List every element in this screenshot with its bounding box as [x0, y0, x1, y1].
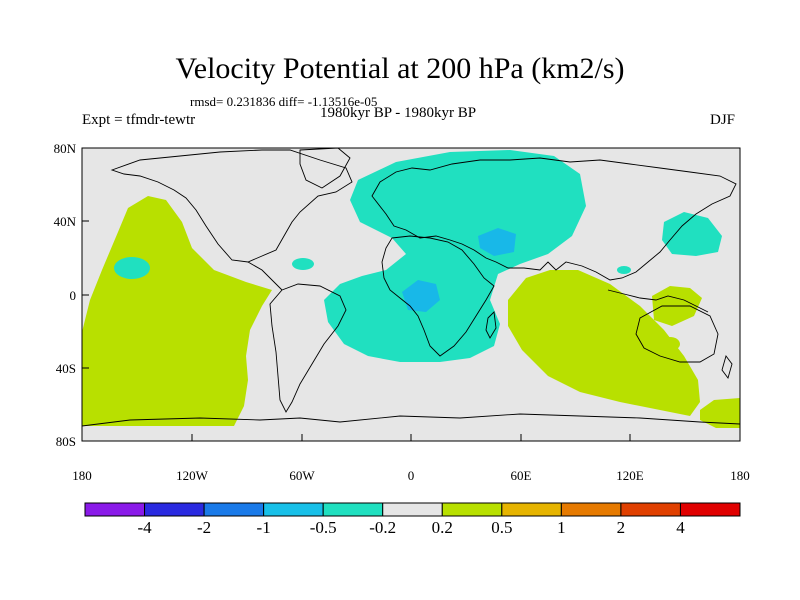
new-zealand-coast: [721, 355, 733, 379]
negative-regions: [114, 150, 722, 362]
x-tick-label: 180: [730, 468, 750, 483]
colorbar-swatch: [84, 502, 146, 517]
colorbar-swatch: [441, 502, 503, 517]
rmsd-diff-stats: rmsd= 0.231836 diff= -1.13516e-05: [190, 94, 378, 109]
europe-asia-coast: [371, 157, 737, 281]
y-tick-label: 80N: [53, 141, 76, 156]
colorbar-swatch: [620, 502, 681, 517]
madagascar-coast: [485, 311, 497, 339]
greenland-coast: [299, 147, 351, 189]
season-label: DJF: [710, 112, 736, 128]
colorbar-label: -0.2: [369, 518, 397, 537]
colorbar-swatch: [382, 502, 443, 517]
experiment-label: Expt = tfmdr-tewtr: [82, 112, 196, 128]
y-tick-label: 40S: [55, 361, 76, 376]
caribbean-negative: [292, 258, 314, 270]
east-pacific-edge-positive: [700, 398, 740, 428]
southeast-asia-coast: [607, 289, 709, 313]
period-label: 1980kyr BP - 1980kyr BP: [320, 105, 477, 121]
colorbar-label: 4: [676, 518, 685, 537]
philippine-sea-negative: [617, 266, 631, 274]
colorbar: [84, 502, 741, 517]
x-tick-label: 60E: [510, 468, 532, 483]
congo-stronger-negative: [402, 280, 440, 312]
africa-coast: [381, 235, 495, 357]
indian-ocean-positive-region: [508, 270, 700, 416]
colorbar-swatch: [560, 502, 622, 517]
colorbar-label: 0.5: [491, 518, 513, 537]
eurasia-africa-negative-region: [324, 150, 586, 362]
australia-small-positive: [660, 337, 680, 351]
coastlines: [81, 147, 741, 427]
colorbar-swatch: [679, 502, 741, 517]
x-tick-label: 60W: [289, 468, 315, 483]
y-tick-label: 40N: [53, 214, 76, 229]
colorbar-swatch: [144, 502, 205, 517]
colorbar-swatch: [203, 502, 265, 517]
colorbar-swatch: [501, 502, 562, 517]
x-tick-label: 120W: [176, 468, 208, 483]
central-america-coast: [247, 261, 283, 291]
colorbar-label: -4: [137, 518, 152, 537]
x-tick-label: 120E: [616, 468, 644, 483]
y-tick-label: 0: [69, 288, 77, 303]
west-pacific-negative-region: [662, 212, 722, 256]
colorbar-label: -0.5: [309, 518, 337, 537]
colorbar-label: 2: [616, 518, 626, 537]
antarctica-coast: [81, 413, 741, 427]
pacific-positive-region: [82, 196, 272, 426]
north-pacific-negative: [114, 257, 150, 279]
australia-coast: [635, 305, 719, 363]
arabia-stronger-negative: [478, 228, 516, 256]
x-tick-label: 0: [407, 468, 415, 483]
positive-regions: [82, 196, 740, 428]
y-tick-label: 80S: [55, 434, 76, 449]
colorbar-label: -2: [196, 518, 212, 537]
colorbar-label: 1: [557, 518, 566, 537]
colorbar-swatch: [263, 502, 324, 517]
colorbar-swatch: [322, 502, 384, 517]
map-ticks: [81, 147, 741, 442]
x-tick-label: 180: [72, 468, 92, 483]
south-america-coast: [269, 283, 347, 413]
colorbar-label: -1: [256, 518, 271, 537]
stronger-negative-regions: [402, 228, 516, 312]
chart-title: Velocity Potential at 200 hPa (km2/s): [175, 52, 625, 85]
colorbar-label: 0.2: [431, 518, 453, 537]
north-america-coast: [110, 149, 353, 263]
